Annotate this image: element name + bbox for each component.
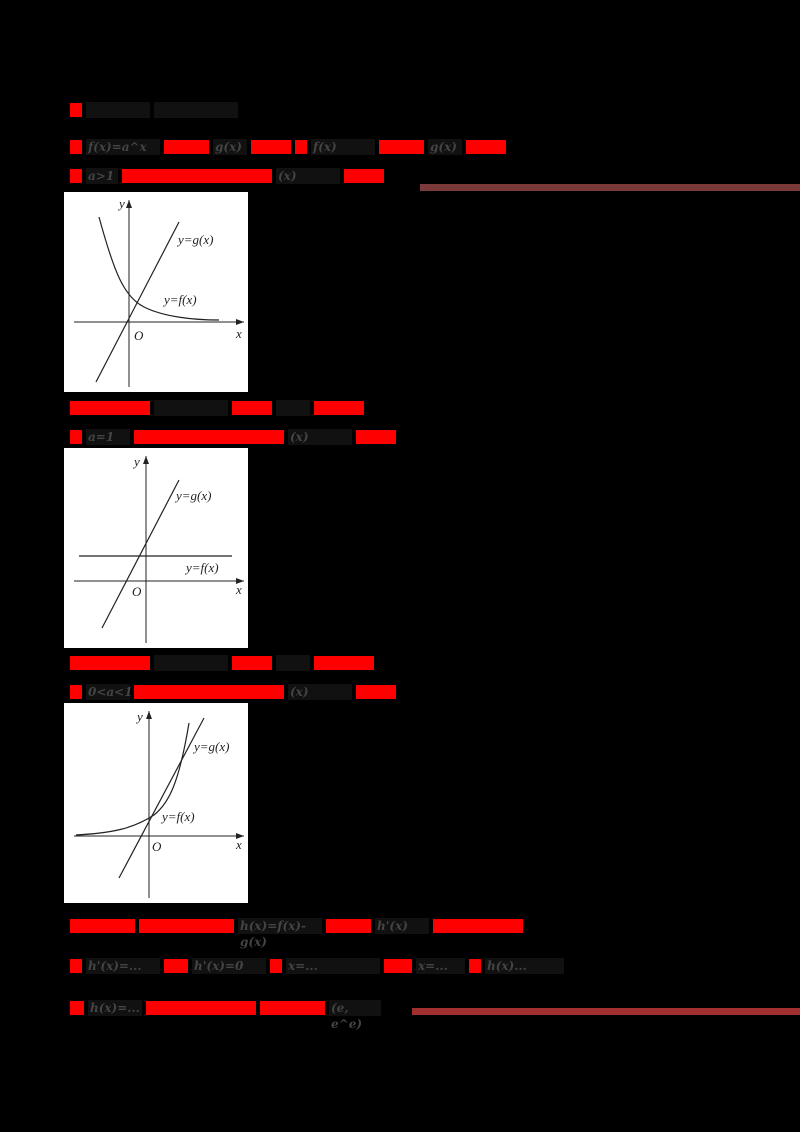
highlight-block (270, 959, 282, 973)
analysis-line: h(x)=f(x)-g(x) h'(x) (70, 916, 523, 949)
origin-label: O (132, 584, 142, 599)
math-expression: h(x)=... (88, 1000, 142, 1016)
math-expression: h(x)... (485, 958, 564, 974)
highlight-block (70, 140, 82, 154)
highlight-block (70, 656, 150, 670)
highlight-block (164, 140, 209, 154)
graph-1: y x O y=g(x) y=f(x) (64, 192, 248, 392)
math-expression: h'(x)=0 (192, 958, 266, 974)
highlight-block (70, 430, 82, 444)
math-expression: h(x)=f(x)-g(x) (238, 918, 322, 949)
math-expression (154, 400, 228, 416)
highlight-block (356, 430, 396, 444)
highlight-block (70, 919, 135, 933)
divider-bar (412, 1008, 800, 1015)
highlight-block (139, 919, 234, 933)
highlight-block (379, 140, 424, 154)
math-expression: a=1 (86, 429, 130, 445)
highlight-block (70, 169, 82, 183)
highlight-block (232, 401, 272, 415)
highlight-block (295, 140, 307, 154)
math-expression: g(x) (213, 139, 247, 155)
math-expression: a>1 (86, 168, 118, 184)
math-expression: g(x) (428, 139, 462, 155)
math-expression: (x) (288, 684, 352, 700)
highlight-block (466, 140, 506, 154)
y-axis-label: y (132, 454, 140, 469)
math-expression: (x) (276, 168, 340, 184)
case-line: 0<a<1 (x) (70, 682, 396, 702)
math-expression (276, 655, 310, 671)
g-label: y=g(x) (174, 488, 211, 503)
divider-bar (420, 184, 800, 191)
final-answer-line: h(x)=... (e, e^e) (70, 998, 381, 1031)
case-line: a=1 (x) (70, 427, 396, 447)
highlight-block (469, 959, 481, 973)
math-expression: f(x) (311, 139, 375, 155)
text-line: f(x)=a^x g(x) f(x) g(x) (70, 137, 506, 157)
math-expression (276, 400, 310, 416)
f-label: y=f(x) (184, 560, 219, 575)
highlight-block (251, 140, 291, 154)
f-label: y=f(x) (162, 292, 197, 307)
highlight-block (232, 656, 272, 670)
case-line: a>1 (x) (70, 166, 384, 186)
graph-2: y x O y=g(x) y=f(x) (64, 448, 248, 648)
f-label: y=f(x) (160, 809, 195, 824)
highlight-block (326, 919, 371, 933)
highlight-block (70, 1001, 84, 1015)
y-axis-label: y (135, 709, 143, 724)
highlight-block (146, 1001, 256, 1015)
highlight-block (314, 401, 364, 415)
heading-line (70, 100, 238, 120)
y-axis-label: y (117, 196, 125, 211)
highlight-block (314, 656, 374, 670)
highlight-block (260, 1001, 325, 1015)
x-axis-label: x (235, 326, 242, 341)
highlight-block (164, 959, 188, 973)
math-expression: h'(x) (375, 918, 429, 934)
math-expression: f(x)=a^x (86, 139, 160, 155)
derivative-line: h'(x)=... h'(x)=0 x=... x=... h(x)... (70, 956, 564, 976)
highlight-block (122, 169, 272, 183)
graph-3: y x O y=g(x) y=f(x) (64, 703, 248, 903)
highlight-block (384, 959, 412, 973)
highlight-block (356, 685, 396, 699)
highlight-block (70, 685, 82, 699)
math-expression: x=... (416, 958, 465, 974)
highlight-block (70, 959, 82, 973)
math-expression: h'(x)=... (86, 958, 160, 974)
highlight-block (134, 685, 284, 699)
math-expression (86, 102, 150, 118)
highlight-block (344, 169, 384, 183)
highlight-block (70, 103, 82, 117)
origin-label: O (152, 839, 162, 854)
math-expression: (x) (288, 429, 352, 445)
math-expression (154, 102, 238, 118)
math-expression (154, 655, 228, 671)
x-axis-label: x (235, 582, 242, 597)
highlight-block (70, 401, 150, 415)
answer-interval: (e, e^e) (329, 1000, 381, 1031)
conclusion-line (70, 398, 364, 418)
highlight-block (134, 430, 284, 444)
conclusion-line (70, 653, 374, 673)
math-expression: 0<a<1 (86, 684, 133, 700)
origin-label: O (134, 328, 144, 343)
g-label: y=g(x) (176, 232, 213, 247)
highlight-block (433, 919, 523, 933)
g-label: y=g(x) (192, 739, 229, 754)
x-axis-label: x (235, 837, 242, 852)
math-expression: x=... (286, 958, 380, 974)
